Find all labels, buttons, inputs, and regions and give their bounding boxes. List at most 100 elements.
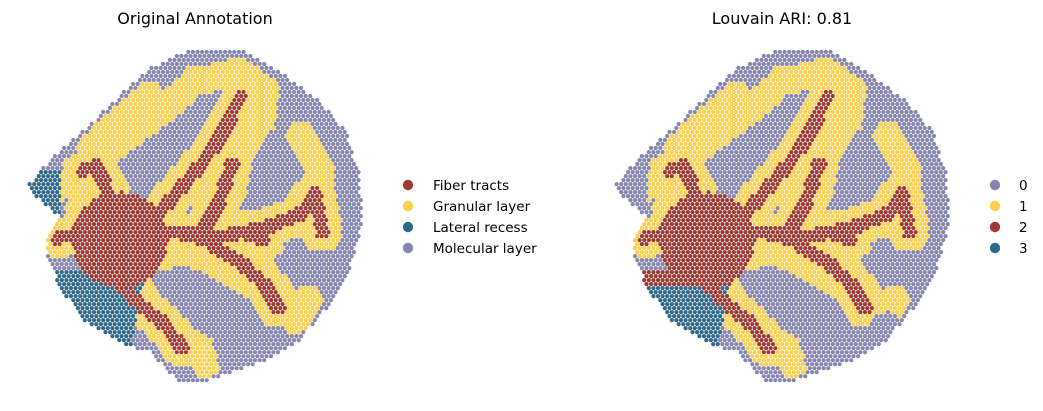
spot-point xyxy=(275,350,281,355)
spot-point xyxy=(220,69,225,75)
spot-point xyxy=(315,145,320,151)
spot-point xyxy=(303,278,308,283)
spot-point xyxy=(105,302,110,307)
spot-point xyxy=(172,290,177,295)
spot-point xyxy=(784,117,789,123)
spot-point xyxy=(186,290,191,295)
spot-point xyxy=(275,141,281,147)
spot-point xyxy=(225,214,230,219)
spot-point xyxy=(101,206,106,211)
spot-point xyxy=(165,326,170,331)
spot-point xyxy=(301,290,306,295)
spot-point xyxy=(80,178,85,183)
spot-point xyxy=(764,89,769,95)
spot-point xyxy=(105,246,110,251)
spot-point xyxy=(209,330,214,335)
spot-point xyxy=(165,117,170,123)
spot-point xyxy=(197,101,202,107)
spot-point xyxy=(830,93,835,99)
spot-point xyxy=(82,141,87,147)
spot-point xyxy=(179,117,184,123)
spot-point xyxy=(197,61,202,67)
spot-point xyxy=(777,121,783,127)
spot-point xyxy=(218,330,223,335)
spot-point xyxy=(722,105,727,111)
spot-point xyxy=(264,81,269,87)
spot-point xyxy=(883,89,888,95)
spot-point xyxy=(269,194,274,199)
spot-point xyxy=(142,150,147,155)
spot-point xyxy=(200,370,205,375)
spot-point xyxy=(264,250,269,255)
spot-point xyxy=(317,158,322,163)
spot-point xyxy=(759,57,764,63)
spot-point xyxy=(262,358,267,363)
spot-point xyxy=(170,342,175,347)
spot-point xyxy=(160,150,166,155)
spot-point xyxy=(239,230,244,235)
spot-point xyxy=(126,314,131,319)
spot-point xyxy=(303,101,308,107)
spot-point xyxy=(243,182,248,187)
spot-point xyxy=(179,278,184,283)
spot-point xyxy=(681,121,686,127)
spot-point xyxy=(119,310,124,315)
spot-point xyxy=(328,202,333,207)
spot-point xyxy=(142,77,147,83)
spot-point xyxy=(66,218,71,223)
spot-point xyxy=(800,97,806,103)
spot-point xyxy=(287,170,292,175)
spot-point xyxy=(117,137,122,143)
spot-point xyxy=(216,358,221,363)
spot-point xyxy=(234,133,239,139)
spot-point xyxy=(179,222,184,227)
spot-point xyxy=(317,262,322,267)
spot-point xyxy=(209,154,214,159)
spot-point xyxy=(64,166,69,171)
spot-point xyxy=(144,162,149,167)
spot-point xyxy=(287,330,292,335)
spot-point xyxy=(344,150,350,155)
spot-point xyxy=(124,286,129,291)
spot-point xyxy=(183,85,189,91)
spot-point xyxy=(213,170,218,175)
spot-point xyxy=(266,342,271,347)
spot-point xyxy=(282,250,287,255)
spot-point xyxy=(303,318,308,323)
spot-point xyxy=(296,170,301,175)
spot-point xyxy=(298,246,304,251)
spot-point xyxy=(131,137,136,143)
spot-point xyxy=(177,282,182,287)
spot-point xyxy=(179,77,184,83)
spot-point xyxy=(793,53,799,59)
spot-point xyxy=(158,97,163,103)
spot-point xyxy=(186,89,191,95)
spot-point xyxy=(250,258,255,263)
spot-point xyxy=(282,258,287,263)
spot-point xyxy=(328,250,333,255)
spot-point xyxy=(331,286,336,291)
spot-point xyxy=(117,162,122,167)
spot-point xyxy=(232,362,237,367)
spot-point xyxy=(890,109,895,115)
spot-point xyxy=(133,214,138,219)
spot-point xyxy=(62,250,67,255)
spot-point xyxy=(292,210,297,215)
spot-point xyxy=(131,298,136,303)
spot-point xyxy=(66,266,71,271)
spot-point xyxy=(340,254,345,259)
spot-point xyxy=(326,238,331,243)
spot-point xyxy=(66,178,71,183)
spot-point xyxy=(294,302,299,307)
spot-point xyxy=(186,73,191,79)
spot-point xyxy=(711,125,716,131)
spot-point xyxy=(294,190,299,195)
spot-point xyxy=(269,89,274,95)
spot-point xyxy=(312,318,317,323)
spot-point xyxy=(172,178,177,183)
legend-marker xyxy=(402,179,414,191)
spot-point xyxy=(174,366,179,371)
spot-point xyxy=(257,254,262,259)
spot-point xyxy=(264,137,269,143)
spot-point xyxy=(112,170,117,175)
